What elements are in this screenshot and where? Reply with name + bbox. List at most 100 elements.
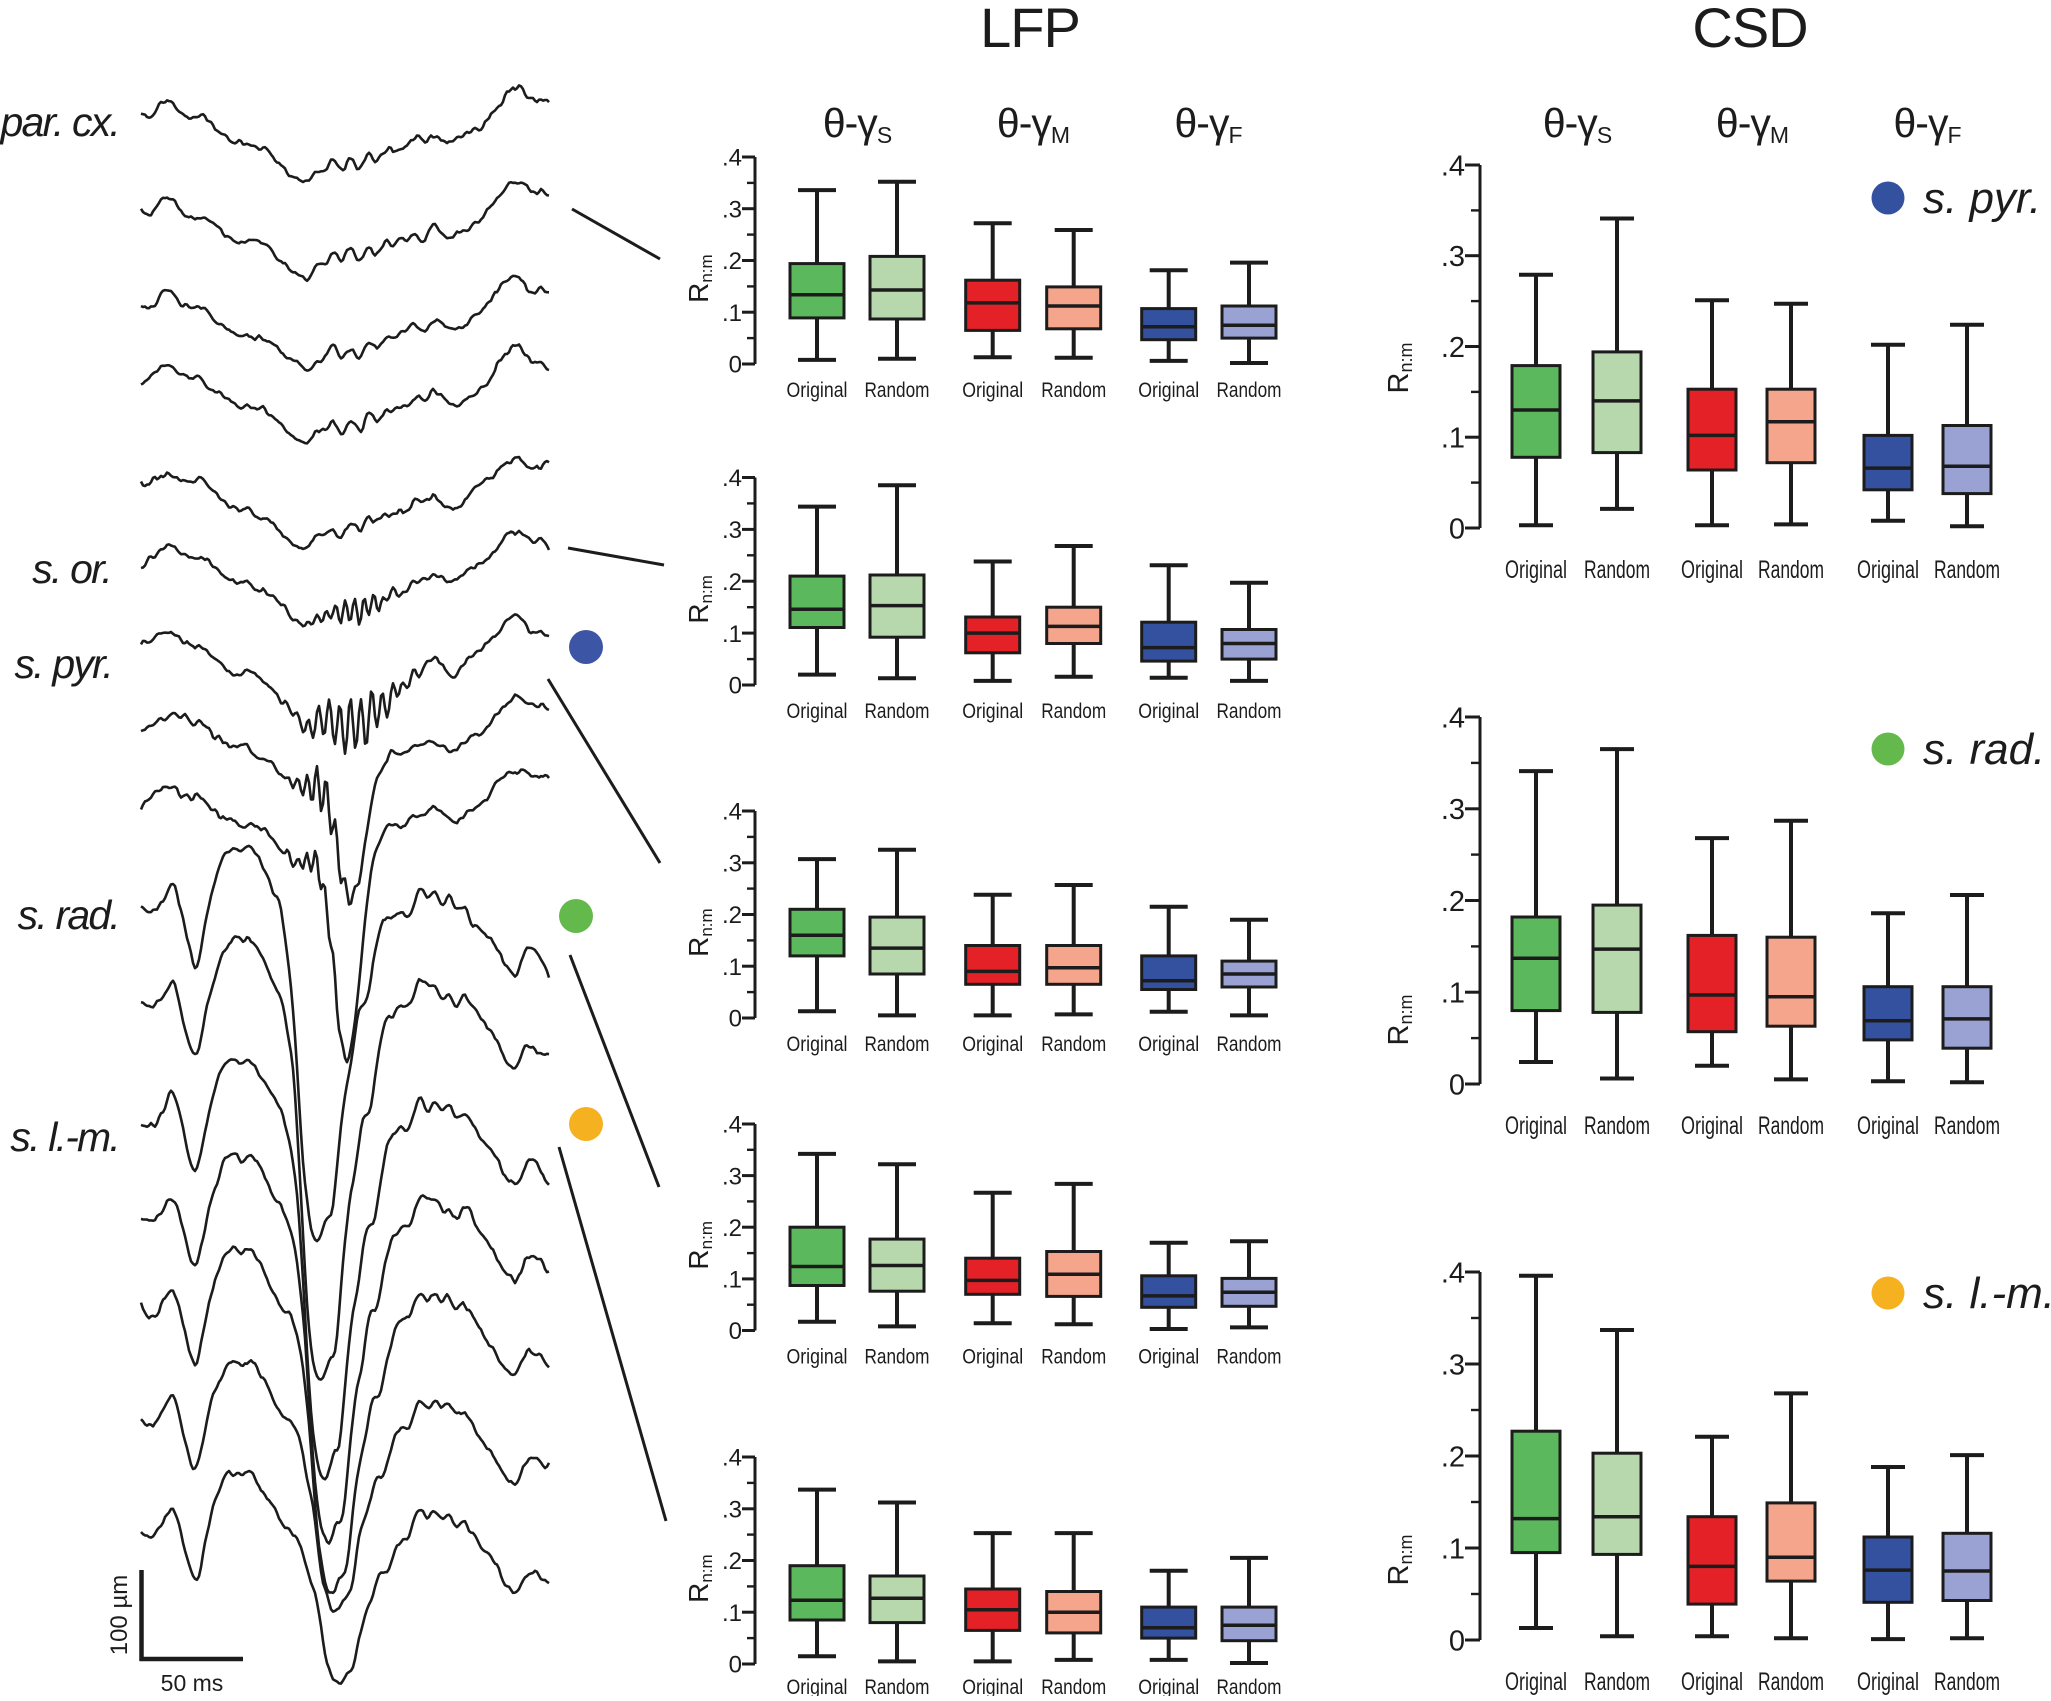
svg-text:Random: Random [1041,1346,1106,1369]
svg-text:Random: Random [1217,1676,1282,1696]
svg-text:.4: .4 [722,145,742,172]
svg-text:.2: .2 [722,902,742,929]
svg-text:0: 0 [729,352,742,379]
svg-text:Original: Original [1681,556,1743,584]
svg-text:Random: Random [1934,1668,2000,1696]
svg-text:Random: Random [1217,700,1282,723]
svg-text:.4: .4 [722,1445,742,1472]
svg-text:.1: .1 [722,954,742,981]
svg-text:s. l.-m.: s. l.-m. [10,1114,119,1160]
svg-text:Random: Random [865,700,930,723]
svg-text:Original: Original [1505,1668,1567,1696]
svg-text:Original: Original [787,379,848,402]
svg-text:Original: Original [787,1033,848,1056]
svg-text:LFP: LFP [980,0,1080,59]
svg-text:Original: Original [1857,1668,1919,1696]
svg-text:Original: Original [962,1033,1023,1056]
svg-text:50 ms: 50 ms [161,1670,224,1696]
svg-text:.4: .4 [1441,1257,1465,1289]
svg-text:.2: .2 [1441,886,1465,918]
svg-text:s. rad.: s. rad. [1923,725,2045,774]
svg-text:.2: .2 [722,1548,742,1575]
svg-text:.1: .1 [722,300,742,327]
svg-text:Original: Original [1138,379,1199,402]
svg-text:.3: .3 [1441,241,1465,273]
svg-text:0: 0 [729,1652,742,1679]
svg-text:Random: Random [1758,556,1824,584]
svg-text:Random: Random [1758,1112,1824,1140]
svg-text:CSD: CSD [1692,0,1807,59]
svg-text:s. l.-m.: s. l.-m. [1923,1269,2051,1318]
svg-text:.4: .4 [722,1112,742,1139]
svg-text:Original: Original [787,1346,848,1369]
svg-text:Random: Random [1934,1112,2000,1140]
svg-text:Random: Random [1041,379,1106,402]
svg-text:0: 0 [1449,1625,1465,1657]
svg-text:Random: Random [1584,1668,1650,1696]
svg-text:Original: Original [1681,1668,1743,1696]
svg-text:Original: Original [962,1346,1023,1369]
svg-text:Original: Original [1138,1676,1199,1696]
svg-text:Random: Random [865,1033,930,1056]
svg-text:.2: .2 [1441,1441,1465,1473]
svg-text:Random: Random [1217,379,1282,402]
svg-text:Random: Random [1584,556,1650,584]
svg-text:Random: Random [1041,700,1106,723]
svg-text:.1: .1 [722,621,742,648]
svg-text:.3: .3 [722,1496,742,1523]
svg-text:par. cx.: par. cx. [0,99,119,145]
svg-text:0: 0 [729,1318,742,1345]
svg-text:s. or.: s. or. [32,546,111,592]
svg-text:Random: Random [1217,1033,1282,1056]
svg-text:.4: .4 [722,465,742,492]
svg-text:Original: Original [1857,556,1919,584]
svg-text:0: 0 [729,673,742,700]
svg-text:.1: .1 [1441,1533,1465,1565]
svg-text:s. pyr.: s. pyr. [14,641,112,687]
svg-text:.3: .3 [1441,794,1465,826]
svg-text:Random: Random [865,1346,930,1369]
svg-text:Original: Original [962,1676,1023,1696]
svg-text:θ-γF: θ-γF [1174,100,1242,148]
svg-text:.2: .2 [722,1215,742,1242]
svg-text:.4: .4 [1441,702,1465,734]
svg-text:.1: .1 [722,1600,742,1627]
svg-text:Original: Original [1138,1346,1199,1369]
svg-text:s. rad.: s. rad. [18,892,119,938]
svg-text:Random: Random [865,1676,930,1696]
svg-text:0: 0 [1449,1069,1465,1101]
svg-text:Original: Original [962,379,1023,402]
svg-text:100 µm: 100 µm [106,1575,133,1656]
svg-text:Random: Random [1041,1033,1106,1056]
svg-text:.4: .4 [1441,150,1465,182]
svg-text:Original: Original [787,700,848,723]
svg-text:.2: .2 [722,569,742,596]
svg-text:Random: Random [1041,1676,1106,1696]
svg-text:θ-γM: θ-γM [1716,100,1788,148]
svg-text:.3: .3 [1441,1349,1465,1381]
svg-text:0: 0 [729,1006,742,1033]
svg-text:Original: Original [787,1676,848,1696]
svg-text:Random: Random [1758,1668,1824,1696]
svg-text:Rn:m: Rn:m [683,908,716,957]
svg-text:Random: Random [865,379,930,402]
svg-text:.2: .2 [722,248,742,275]
svg-text:Original: Original [1681,1112,1743,1140]
svg-text:Random: Random [1217,1346,1282,1369]
svg-text:.1: .1 [722,1267,742,1294]
svg-text:Original: Original [1505,556,1567,584]
svg-text:.4: .4 [722,799,742,826]
svg-text:Original: Original [1857,1112,1919,1140]
svg-text:Original: Original [1138,1033,1199,1056]
svg-text:s. pyr.: s. pyr. [1923,174,2041,223]
svg-text:Random: Random [1584,1112,1650,1140]
svg-text:.1: .1 [1441,978,1465,1010]
svg-text:Original: Original [1138,700,1199,723]
svg-text:0: 0 [1449,513,1465,545]
svg-text:Original: Original [962,700,1023,723]
svg-text:.3: .3 [722,850,742,877]
svg-text:Random: Random [1934,556,2000,584]
svg-text:.3: .3 [722,1163,742,1190]
svg-text:.3: .3 [722,196,742,223]
svg-text:.1: .1 [1441,423,1465,455]
